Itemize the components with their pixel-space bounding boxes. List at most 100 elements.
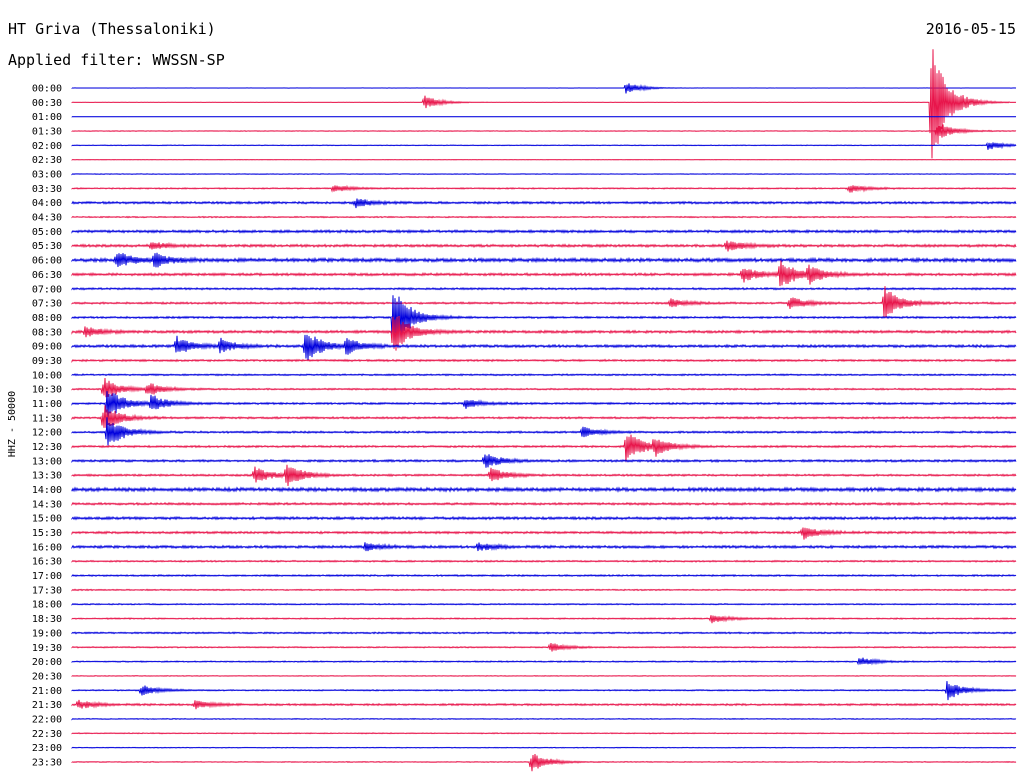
seismic-trace [71,286,1017,319]
seismic-trace [71,295,1017,343]
trace-rows: 00:00 00:30 01:00 01:30 02:00 02:30 03:00 03:30… [32,49,1017,772]
seismic-trace [71,615,1017,624]
seismic-trace [71,753,1017,772]
row-time-label: 03:30 [32,184,62,195]
seismic-trace [71,501,1017,507]
row-time-label: 19:00 [32,628,62,639]
row-time-label: 00:30 [32,98,62,109]
row-time-label: 03:00 [32,170,62,181]
seismic-trace [71,573,1017,578]
row-time-label: 07:30 [32,299,62,310]
row-time-label: 10:00 [32,370,62,381]
seismic-trace [71,486,1017,493]
row-time-label: 16:00 [32,542,62,553]
seismic-trace [71,454,1017,468]
row-time-label: 21:30 [32,700,62,711]
seismic-trace [71,657,1017,666]
row-time-label: 23:30 [32,757,62,768]
seismic-trace [71,124,1017,138]
seismic-trace [71,252,1017,268]
seismic-trace [71,717,1017,721]
row-time-label: 21:00 [32,686,62,697]
seismic-trace [71,334,1017,361]
seismic-trace [71,699,1017,710]
seismic-trace [71,434,1017,463]
row-time-label: 08:00 [32,313,62,324]
seismic-trace [71,732,1017,735]
row-time-label: 01:30 [32,127,62,138]
seismic-trace [71,315,1017,351]
seismic-trace [71,674,1017,677]
row-time-label: 15:30 [32,528,62,539]
seismic-trace [71,358,1017,363]
row-time-label: 19:30 [32,643,62,654]
seismic-trace [71,240,1017,252]
row-time-label: 07:00 [32,284,62,295]
seismic-trace [71,141,1017,150]
y-axis-label: HHZ - 50000 [7,391,18,457]
row-time-label: 18:00 [32,600,62,611]
seismic-trace [71,260,1017,287]
seismic-trace [71,391,1017,418]
seismic-trace [71,515,1017,521]
row-time-label: 04:30 [32,213,62,224]
row-time-label: 18:30 [32,614,62,625]
row-time-label: 06:00 [32,256,62,267]
seismic-trace [71,377,1017,398]
row-time-label: 22:00 [32,714,62,725]
seismic-trace [71,643,1017,652]
row-time-label: 14:30 [32,499,62,510]
seismic-trace [71,527,1017,540]
seismic-trace [71,542,1017,552]
row-time-label: 04:00 [32,198,62,209]
seismic-trace [71,681,1017,701]
record-date: 2016-05-15 [925,20,1016,38]
row-time-label: 15:00 [32,514,62,525]
row-time-label: 23:00 [32,743,62,754]
row-time-label: 20:00 [32,657,62,668]
station-title: HT Griva (Thessaloniki) [8,20,216,38]
row-time-label: 17:30 [32,585,62,596]
row-time-label: 08:30 [32,327,62,338]
row-time-label: 10:30 [32,385,62,396]
row-time-label: 02:30 [32,155,62,166]
row-time-label: 12:30 [32,442,62,453]
row-time-label: 20:30 [32,671,62,682]
row-time-label: 00:00 [32,84,62,95]
seismic-trace [71,286,1017,291]
seismic-trace [71,602,1017,606]
seismic-trace [71,417,1017,446]
filter-label: Applied filter: WWSSN-SP [8,51,225,69]
row-time-label: 12:00 [32,428,62,439]
row-time-label: 14:00 [32,485,62,496]
seismic-trace [71,49,1017,159]
row-time-label: 11:00 [32,399,62,410]
row-time-label: 05:30 [32,241,62,252]
row-time-label: 13:00 [32,456,62,467]
seismic-trace [71,173,1017,176]
row-time-label: 01:00 [32,112,62,123]
seismic-trace [71,228,1017,234]
seismic-trace [71,373,1017,377]
seismic-trace [71,559,1017,563]
row-time-label: 16:30 [32,557,62,568]
seismic-trace [71,215,1017,219]
seismic-trace [71,83,1017,94]
row-time-label: 06:30 [32,270,62,281]
row-time-label: 13:30 [32,471,62,482]
seismic-trace [71,198,1017,209]
row-time-label: 05:00 [32,227,62,238]
row-time-label: 17:00 [32,571,62,582]
row-time-label: 22:30 [32,729,62,740]
seismic-trace [71,631,1017,635]
row-time-label: 09:30 [32,356,62,367]
row-time-label: 02:00 [32,141,62,152]
seismic-trace [71,184,1017,193]
row-time-label: 11:30 [32,413,62,424]
seismic-trace [71,464,1017,487]
row-time-label: 09:00 [32,342,62,353]
seismic-trace [71,588,1017,592]
seismic-trace [71,746,1017,749]
seismic-trace [71,405,1017,428]
